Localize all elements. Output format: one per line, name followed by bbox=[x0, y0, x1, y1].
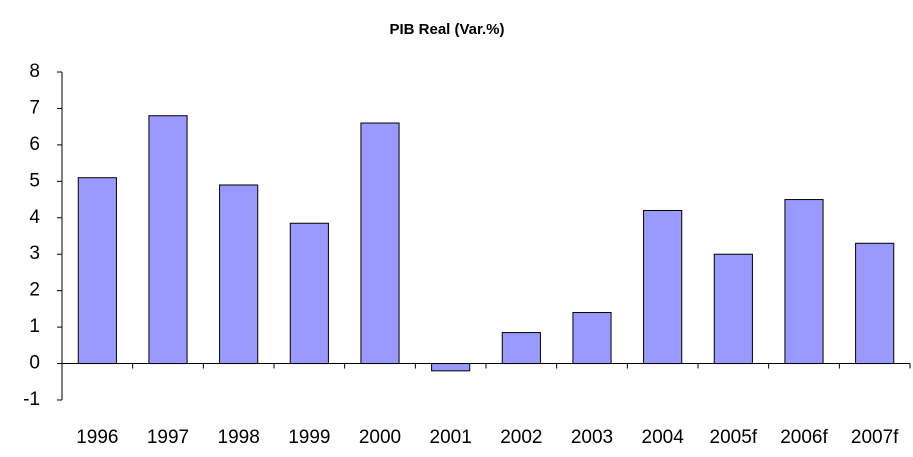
x-tick-label: 1996 bbox=[76, 427, 118, 448]
bar bbox=[643, 209, 683, 365]
y-tick-label: 1 bbox=[29, 316, 40, 337]
bar bbox=[360, 122, 400, 365]
y-tick-label: 3 bbox=[29, 243, 40, 264]
bar bbox=[713, 253, 753, 365]
y-tick-label: 6 bbox=[29, 134, 40, 155]
x-tick-label: 2001 bbox=[430, 427, 472, 448]
x-tick-label: 2007f bbox=[851, 427, 899, 448]
bar bbox=[148, 115, 188, 365]
x-tick-label: 2005f bbox=[710, 427, 758, 448]
y-tick-label: 8 bbox=[29, 61, 40, 82]
bar bbox=[572, 312, 612, 365]
x-tick-label: 2000 bbox=[359, 427, 401, 448]
x-tick-label: 2003 bbox=[571, 427, 613, 448]
x-tick-label: 1999 bbox=[288, 427, 330, 448]
bar bbox=[855, 242, 895, 365]
x-tick-label: 2006f bbox=[780, 427, 828, 448]
bar bbox=[784, 199, 824, 365]
chart-title: PIB Real (Var.%) bbox=[389, 21, 504, 38]
bar bbox=[219, 184, 259, 365]
bar bbox=[289, 222, 329, 365]
y-tick-label: 5 bbox=[29, 170, 40, 191]
bar bbox=[77, 177, 117, 365]
y-tick-label: 4 bbox=[29, 207, 40, 228]
x-tick-label: 1997 bbox=[147, 427, 189, 448]
x-tick-label: 1998 bbox=[218, 427, 260, 448]
y-tick-label: 7 bbox=[29, 97, 40, 118]
bar bbox=[501, 332, 541, 365]
y-tick-label: 0 bbox=[29, 353, 40, 374]
y-tick-label: 2 bbox=[29, 280, 40, 301]
x-tick-label: 2002 bbox=[500, 427, 542, 448]
y-tick-label: -1 bbox=[23, 389, 40, 410]
x-tick-label: 2004 bbox=[642, 427, 685, 448]
bar bbox=[431, 363, 471, 372]
